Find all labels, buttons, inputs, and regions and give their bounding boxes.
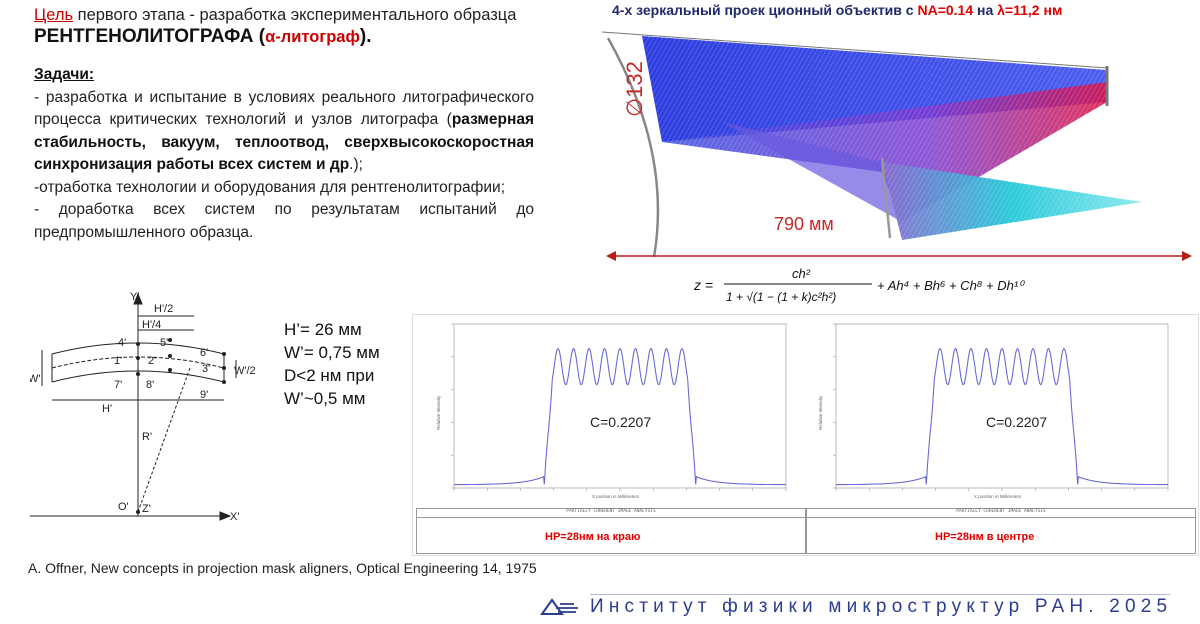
- length-label: 790 мм: [774, 214, 834, 234]
- field-parameters: H’= 26 мм W’= 0,75 мм D<2 нм при W’~0,5 …: [284, 318, 380, 410]
- lens-lambda: λ=11,2 нм: [997, 2, 1063, 18]
- footer-bar: [0, 590, 1200, 624]
- goal-paren-open: (: [253, 26, 266, 47]
- label-point-8: 8': [146, 379, 154, 391]
- intensity-series-line: [836, 347, 1168, 486]
- diameter-label: ∅132: [622, 61, 647, 117]
- x-axis-label: X position in Millimeters: [974, 494, 1022, 499]
- intensity-chart-edge: Relative Intensity X position in Millimet…: [436, 323, 787, 499]
- goal-paren-close: ).: [359, 26, 372, 47]
- lens-title-text: 4-х зеркальный проек ционный объектив с: [612, 2, 918, 18]
- lens-ray-diagram: ∅132 790 мм z = ch² 1 + √(1 − (1 + k)c²h…: [602, 31, 1192, 304]
- intensity-chart-center: Relative Intensity X position in Millimet…: [818, 323, 1169, 499]
- task-1-bold: размерная стабильность, вакуум, теплоотв…: [34, 111, 534, 173]
- param-h: H’= 26 мм: [284, 320, 362, 339]
- label-point-1: 1': [114, 355, 122, 367]
- label-point-2: 2': [148, 355, 156, 367]
- formula-lhs: z =: [693, 277, 713, 293]
- label-point-5: 5': [160, 337, 168, 349]
- intensity-series-line: [454, 347, 786, 486]
- contrast-value-edge: C=0.2207: [590, 414, 652, 430]
- ipm-logo-icon: [540, 598, 578, 615]
- task-1-text: - разработка и испытание в условиях реал…: [34, 88, 534, 129]
- lens-title: 4-х зеркальный проек ционный объектив с …: [612, 2, 1062, 18]
- tasks-block: Задачи: - разработка и испытание в услов…: [34, 64, 534, 244]
- goal-bold: РЕНТГЕНОЛИТОГРАФА: [34, 26, 254, 47]
- panel-footer-title-edge: PARTIALLY COHERENT IMAGE ANALYSIS: [417, 509, 805, 518]
- label-w-half: W'/2: [234, 365, 256, 377]
- label-point-3: 3': [202, 363, 210, 375]
- label-x-axis: X': [230, 511, 239, 523]
- goal-text-line: первого этапа - разработка экспериментал…: [73, 6, 517, 24]
- label-r: R': [142, 431, 152, 443]
- lens-na: NA=0.14: [917, 2, 974, 18]
- formula-numerator: ch²: [792, 266, 811, 281]
- hp-edge: HP=28нм на краю: [545, 531, 641, 543]
- secondary-mirror: [880, 157, 892, 239]
- goal-alpha: α-литограф: [265, 28, 360, 46]
- primary-mirror: [606, 37, 660, 258]
- label-h-quarter: H'/4: [142, 319, 161, 331]
- x-axis-label: X position in Millimeters: [592, 494, 640, 499]
- goal-label: Цель: [34, 6, 74, 24]
- contrast-value-center: C=0.2207: [986, 414, 1048, 430]
- param-w: W’= 0,75 мм: [284, 343, 380, 362]
- label-point-6: 6': [200, 347, 208, 359]
- task-item-2: -отработка технологии и оборудования для…: [34, 178, 506, 196]
- param-d: D<2 нм при: [284, 366, 375, 385]
- label-o: O': [118, 501, 129, 513]
- label-h: H': [102, 403, 112, 415]
- label-point-4: 4': [118, 337, 126, 349]
- formula-denominator: 1 + √(1 − (1 + k)c²h²): [726, 290, 836, 304]
- lens-title-on: на: [973, 2, 998, 18]
- task-item-1: - разработка и испытание в условиях реал…: [34, 87, 534, 177]
- param-w-approx: W’~0,5 мм: [284, 389, 366, 408]
- goal-text: Цель первого этапа - разработка эксперим…: [34, 4, 574, 48]
- y-axis-label: Relative Intensity: [436, 395, 441, 430]
- label-point-7: 7': [114, 379, 122, 391]
- optical-axis-top: [602, 31, 1108, 69]
- panel-footer-title-center: PARTIALLY COHERENT IMAGE ANALYSIS: [807, 509, 1195, 518]
- asphere-formula: z = ch² 1 + √(1 − (1 + k)c²h²) + Ah⁴ + B…: [693, 266, 1025, 304]
- label-w: W': [30, 373, 40, 385]
- task-item-3: - доработка всех систем по результатам и…: [34, 201, 534, 241]
- panel-footer-center: PARTIALLY COHERENT IMAGE ANALYSIS HP=28н…: [806, 508, 1196, 554]
- task-1-end: .);: [349, 156, 363, 173]
- label-h-half: H'/2: [154, 303, 173, 315]
- label-y-axis: Y': [130, 291, 139, 303]
- tasks-label: Задачи:: [34, 66, 95, 83]
- formula-rhs: + Ah⁴ + Bh⁶ + Ch⁸ + Dh¹⁰: [877, 278, 1025, 293]
- label-z: Z': [142, 503, 151, 515]
- label-point-9: 9': [200, 389, 208, 401]
- institute-name: Институт физики микроструктур РАН. 2025: [590, 596, 1173, 617]
- reference-citation: A. Offner, New concepts in projection ma…: [28, 560, 537, 576]
- field-geometry-diagram: Y' X' H'/2 H'/4 H' W' W'/2 R' O' Z' 1' 2…: [30, 291, 256, 523]
- y-axis-label: Relative Intensity: [818, 395, 823, 430]
- panel-footer-edge: PARTIALLY COHERENT IMAGE ANALYSIS HP=28н…: [416, 508, 806, 554]
- hp-center: HP=28нм в центре: [935, 531, 1035, 543]
